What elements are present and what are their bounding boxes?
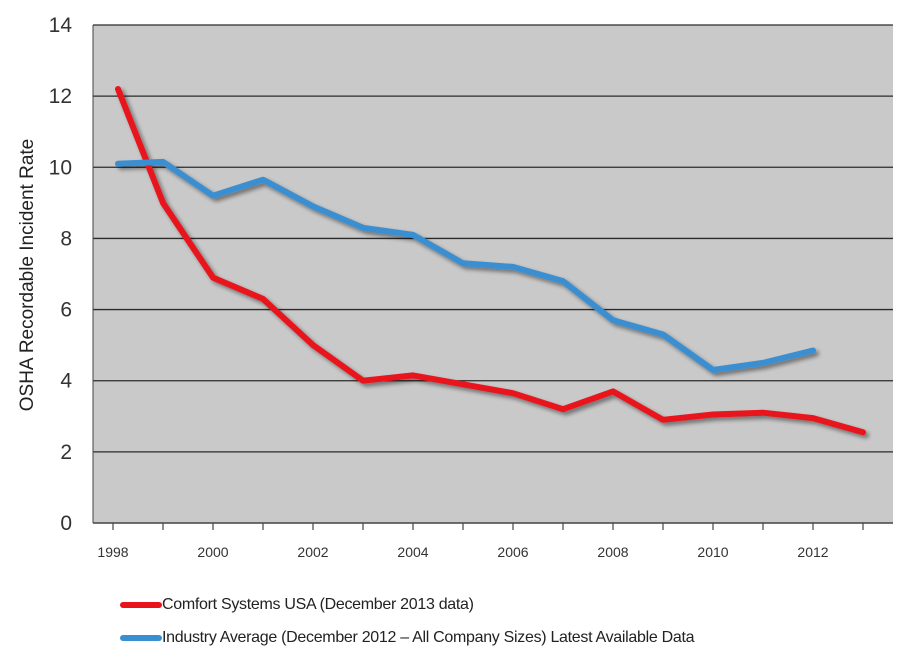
gridlines: [93, 24, 893, 453]
line-chart: 0 2 4 6 8 10 12 14 1998 2000 2002 2004 2006 2008 2010…: [17, 14, 893, 560]
x-tick-label: 2000: [197, 544, 228, 560]
x-tick-label: 2010: [697, 544, 728, 560]
y-tick-label: 2: [60, 441, 72, 464]
plot-area: [93, 25, 893, 523]
legend-item-comfort-systems: Comfort Systems USA (December 2013 data): [120, 594, 474, 616]
x-tick-label: 2006: [497, 544, 528, 560]
legend-swatch-blue: [120, 635, 162, 641]
y-tick-label: 6: [60, 299, 72, 322]
x-tick-label: 2004: [397, 544, 428, 560]
legend-item-industry-average: Industry Average (December 2012 – All Co…: [120, 627, 694, 649]
x-tick-labels: 1998 2000 2002 2004 2006 2008 2010 2012: [97, 544, 828, 560]
series-lines: [115, 86, 866, 436]
x-tick-label: 2008: [597, 544, 628, 560]
legend-label: Industry Average (December 2012 – All Co…: [162, 629, 695, 646]
y-tick-label: 8: [60, 227, 72, 250]
y-tick-label: 0: [60, 512, 72, 535]
y-tick-label: 4: [60, 370, 72, 393]
x-tick-label: 2012: [797, 544, 828, 560]
legend-label: Comfort Systems USA (December 2013 data): [162, 596, 474, 613]
series-line-comfort-systems: [115, 86, 866, 436]
legend-swatch-red: [120, 602, 162, 608]
x-tick-label: 1998: [97, 544, 128, 560]
y-tick-label: 10: [49, 156, 72, 179]
y-tick-label: 14: [49, 14, 73, 37]
x-tick-label: 2002: [297, 544, 328, 560]
axes: [92, 25, 893, 530]
y-tick-labels: 0 2 4 6 8 10 12 14: [49, 14, 73, 535]
y-axis-label: OSHA Recordable Incident Rate: [17, 139, 38, 412]
y-tick-label: 12: [49, 85, 72, 108]
